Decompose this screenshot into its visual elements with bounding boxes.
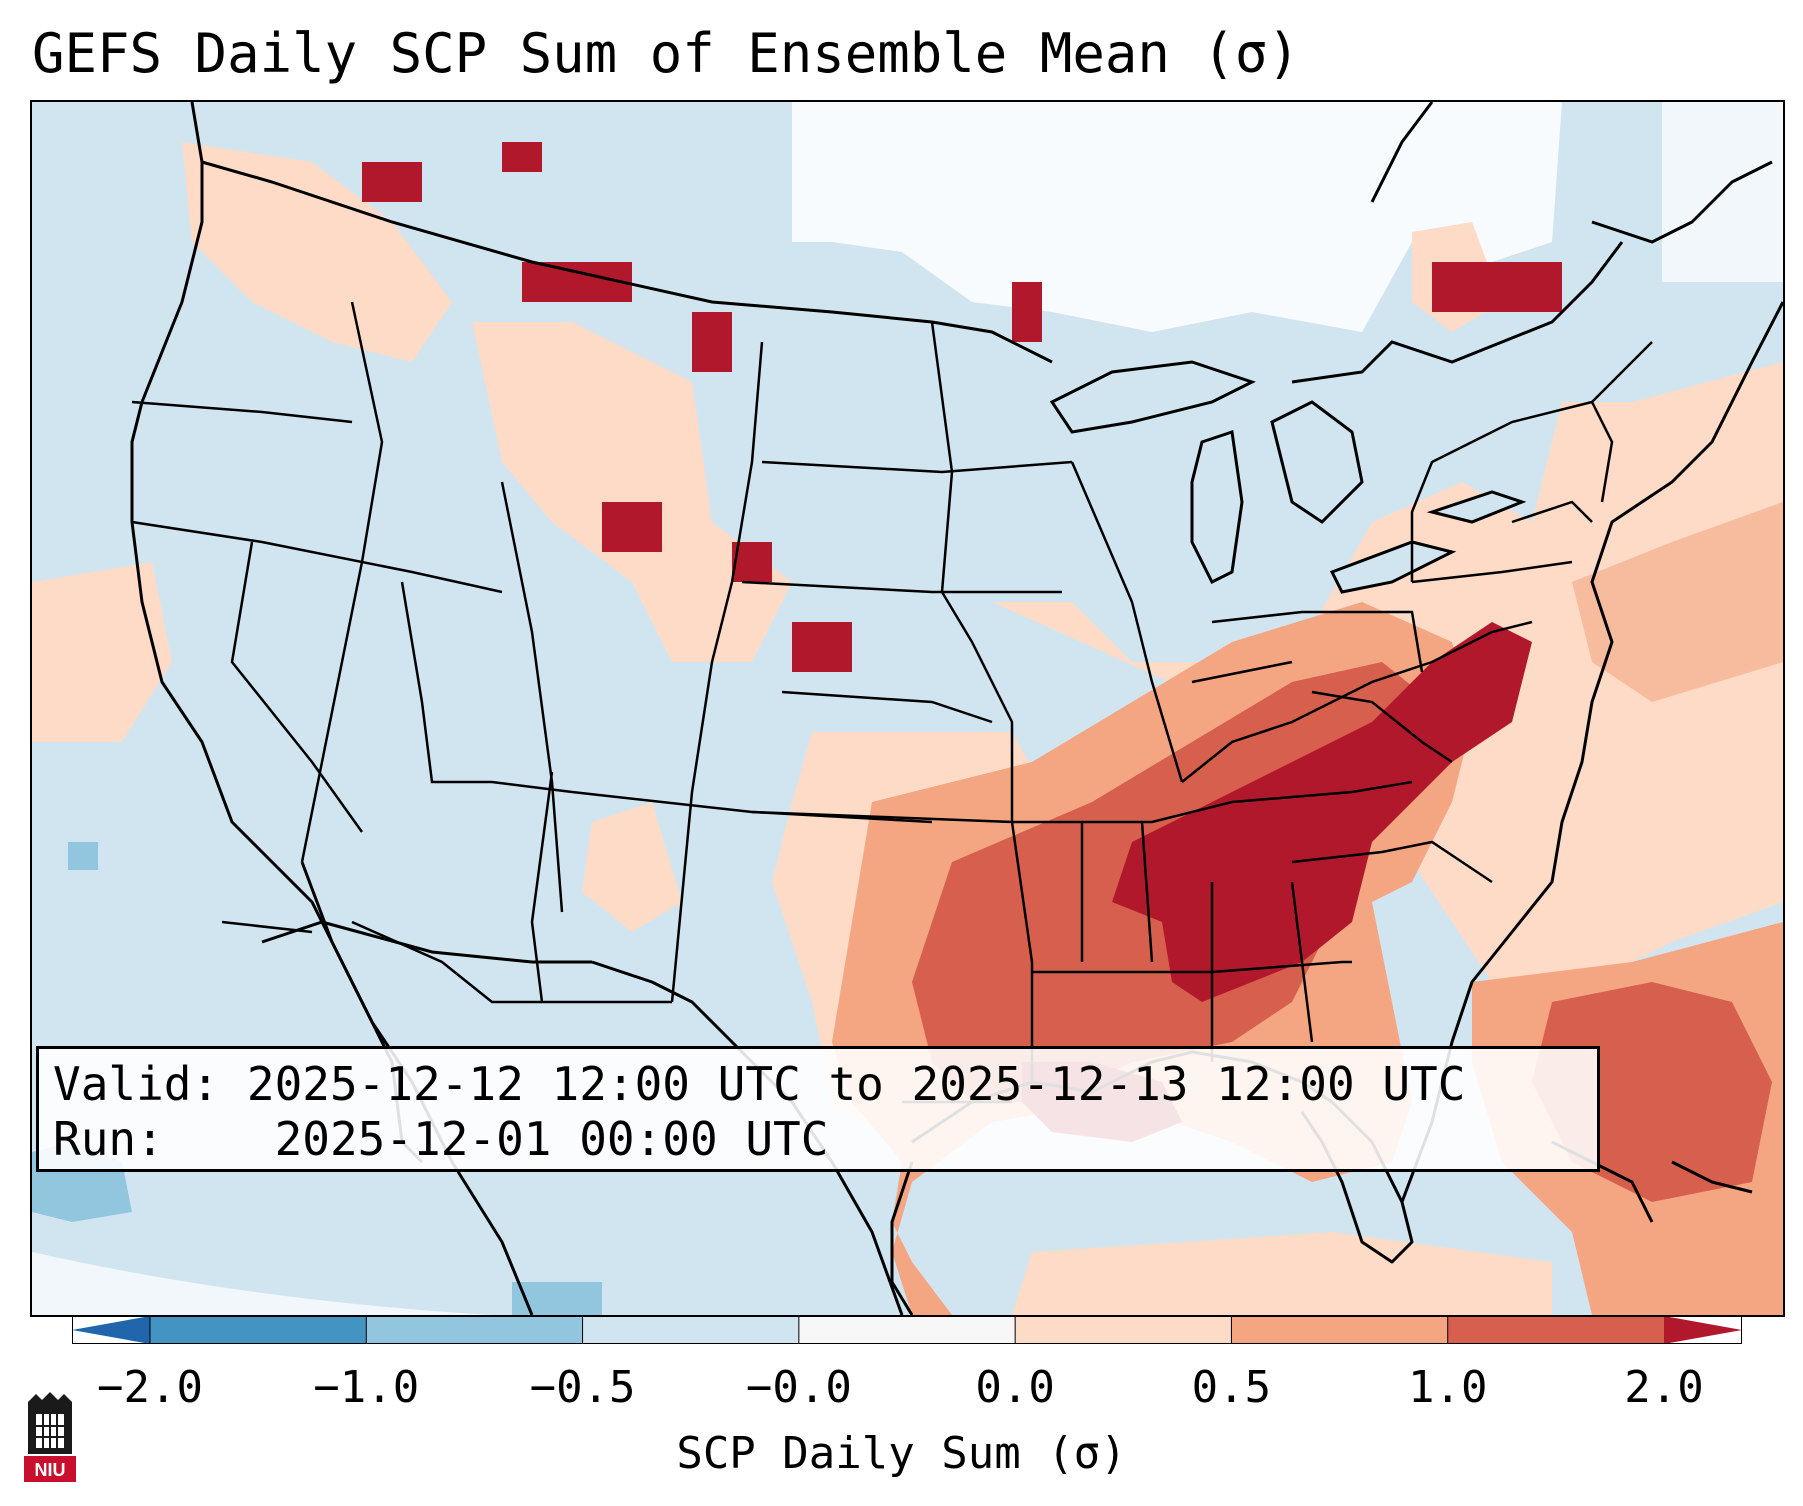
colorbar-ticks: −2.0 −1.0 −0.5 −0.0 0.0 0.5 1.0 2.0 <box>0 1362 1803 1422</box>
colorbar-tick-label: −0.5 <box>529 1362 636 1413</box>
colorbar-segments <box>149 1316 1665 1344</box>
valid-label: Valid: <box>53 1057 220 1111</box>
colorbar-extend-low <box>72 1316 150 1344</box>
colorbar-segment <box>1231 1316 1449 1344</box>
colorbar-tick-label: 0.0 <box>975 1362 1055 1413</box>
colorbar-tick-label: 1.0 <box>1407 1362 1488 1413</box>
colorbar-tick-label: 0.5 <box>1191 1362 1272 1413</box>
colorbar-tick-label: 2.0 <box>1624 1362 1704 1413</box>
valid-time: 2025-12-12 12:00 UTC to 2025-12-13 12:00… <box>246 1057 1466 1111</box>
map-title: GEFS Daily SCP Sum of Ensemble Mean (σ) <box>32 22 1300 85</box>
logo-text: NIU <box>35 1460 66 1480</box>
run-label: Run: <box>53 1112 164 1166</box>
colorbar-segment <box>150 1316 367 1344</box>
colorbar-tick-label: −2.0 <box>97 1362 203 1413</box>
colorbar-extend-high <box>1664 1316 1742 1344</box>
colorbar <box>72 1316 1742 1344</box>
neutral-field <box>32 102 1783 1315</box>
colorbar-segment <box>1447 1316 1665 1344</box>
colorbar-tick-label: −0.0 <box>745 1362 852 1413</box>
colorbar-tick-label: −1.0 <box>313 1362 420 1413</box>
colorbar-segment <box>582 1316 800 1344</box>
colorbar-segment <box>1015 1316 1232 1344</box>
colorbar-segment <box>366 1316 584 1344</box>
colorbar-outline <box>72 1316 1742 1344</box>
niu-logo: NIU <box>24 1392 76 1482</box>
colorbar-segment <box>798 1316 1016 1344</box>
valid-run-info-box: Valid: 2025-12-12 12:00 UTC to 2025-12-1… <box>36 1046 1600 1172</box>
country-borders <box>201 160 1624 964</box>
run-time: 2025-12-01 00:00 UTC <box>274 1112 829 1166</box>
state-borders <box>131 301 1653 1104</box>
colorbar-label: SCP Daily Sum (σ) <box>676 1428 1127 1479</box>
great-lakes <box>1049 360 1527 594</box>
